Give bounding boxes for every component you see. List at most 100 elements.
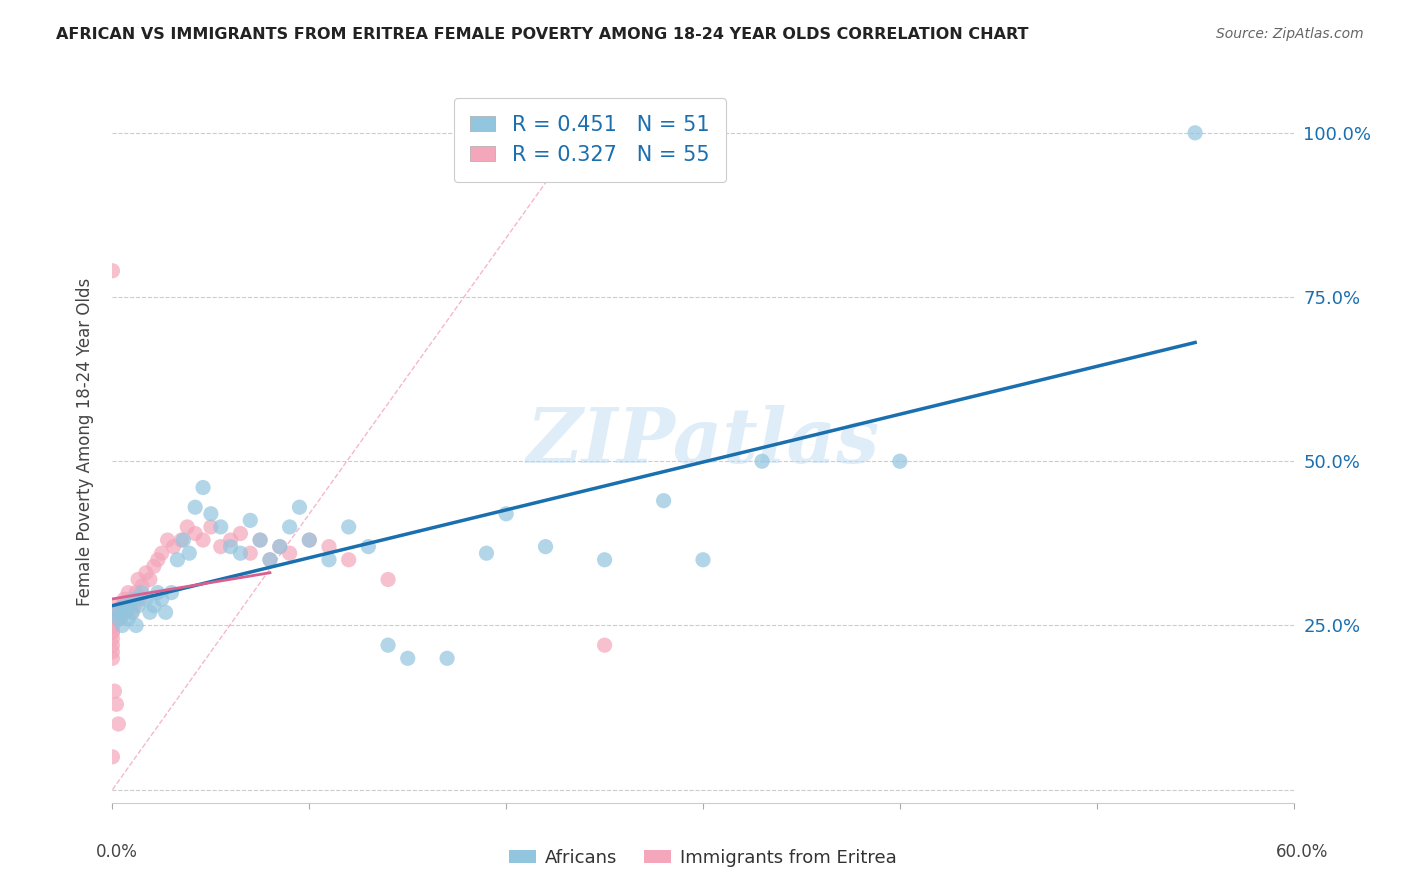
Point [150, 546, 173, 560]
Point [1184, 126, 1206, 140]
Point [122, 599, 145, 613]
Point [239, 546, 262, 560]
Point [269, 540, 291, 554]
Text: 60.0%: 60.0% [1277, 843, 1329, 861]
Point [101, 618, 124, 632]
Text: AFRICAN VS IMMIGRANTS FROM ERITREA FEMALE POVERTY AMONG 18-24 YEAR OLDS CORRELAT: AFRICAN VS IMMIGRANTS FROM ERITREA FEMAL… [56, 27, 1029, 42]
Point [534, 540, 557, 554]
Point [125, 585, 148, 599]
Point [191, 481, 214, 495]
Point [101, 618, 124, 632]
Point [117, 585, 139, 599]
Point [122, 592, 145, 607]
Point [337, 553, 360, 567]
Point [103, 605, 125, 619]
Point [396, 651, 419, 665]
Point [318, 553, 340, 567]
Point [120, 592, 142, 607]
Point [191, 533, 214, 547]
Point [436, 651, 458, 665]
Point [139, 605, 162, 619]
Point [259, 553, 281, 567]
Point [259, 553, 281, 567]
Point [229, 546, 252, 560]
Point [107, 717, 129, 731]
Point [200, 520, 222, 534]
Point [120, 599, 142, 613]
Point [101, 264, 124, 278]
Point [288, 500, 311, 515]
Point [652, 493, 675, 508]
Y-axis label: Female Poverty Among 18-24 Year Olds: Female Poverty Among 18-24 Year Olds [76, 277, 94, 606]
Point [318, 540, 340, 554]
Point [249, 533, 271, 547]
Text: Source: ZipAtlas.com: Source: ZipAtlas.com [1216, 27, 1364, 41]
Point [110, 605, 132, 619]
Point [101, 625, 124, 640]
Point [209, 520, 232, 534]
Point [117, 612, 139, 626]
Point [112, 592, 135, 607]
Point [176, 520, 198, 534]
Point [229, 526, 252, 541]
Point [249, 533, 271, 547]
Point [135, 566, 157, 580]
Point [751, 454, 773, 468]
Point [101, 632, 124, 646]
Point [269, 540, 291, 554]
Point [142, 559, 165, 574]
Point [111, 618, 134, 632]
Point [278, 546, 301, 560]
Point [135, 592, 157, 607]
Point [179, 546, 201, 560]
Point [593, 553, 616, 567]
Point [239, 513, 262, 527]
Point [101, 638, 124, 652]
Point [150, 592, 173, 607]
Point [170, 533, 193, 547]
Point [105, 605, 128, 619]
Point [219, 533, 242, 547]
Point [475, 546, 498, 560]
Point [357, 540, 380, 554]
Point [127, 599, 149, 613]
Point [131, 579, 153, 593]
Point [155, 605, 177, 619]
Point [162, 540, 184, 554]
Legend: R = 0.451   N = 51, R = 0.327   N = 55: R = 0.451 N = 51, R = 0.327 N = 55 [454, 98, 727, 182]
Point [129, 592, 152, 607]
Point [172, 533, 194, 547]
Point [160, 585, 183, 599]
Legend: Africans, Immigrants from Eritrea: Africans, Immigrants from Eritrea [502, 842, 904, 874]
Point [377, 573, 399, 587]
Point [107, 612, 129, 626]
Point [298, 533, 321, 547]
Point [593, 638, 616, 652]
Point [156, 533, 179, 547]
Point [142, 599, 165, 613]
Point [125, 618, 148, 632]
Point [115, 599, 138, 613]
Point [107, 605, 129, 619]
Point [112, 599, 135, 613]
Point [146, 585, 169, 599]
Point [115, 605, 138, 619]
Point [127, 573, 149, 587]
Point [101, 651, 124, 665]
Point [111, 599, 134, 613]
Point [377, 638, 399, 652]
Text: ZIPatlas: ZIPatlas [526, 405, 880, 478]
Point [121, 605, 143, 619]
Point [101, 612, 124, 626]
Point [495, 507, 517, 521]
Point [889, 454, 911, 468]
Point [219, 540, 242, 554]
Point [337, 520, 360, 534]
Point [101, 625, 124, 640]
Point [200, 507, 222, 521]
Point [692, 553, 714, 567]
Point [184, 500, 207, 515]
Point [121, 605, 143, 619]
Point [110, 612, 132, 626]
Point [131, 585, 153, 599]
